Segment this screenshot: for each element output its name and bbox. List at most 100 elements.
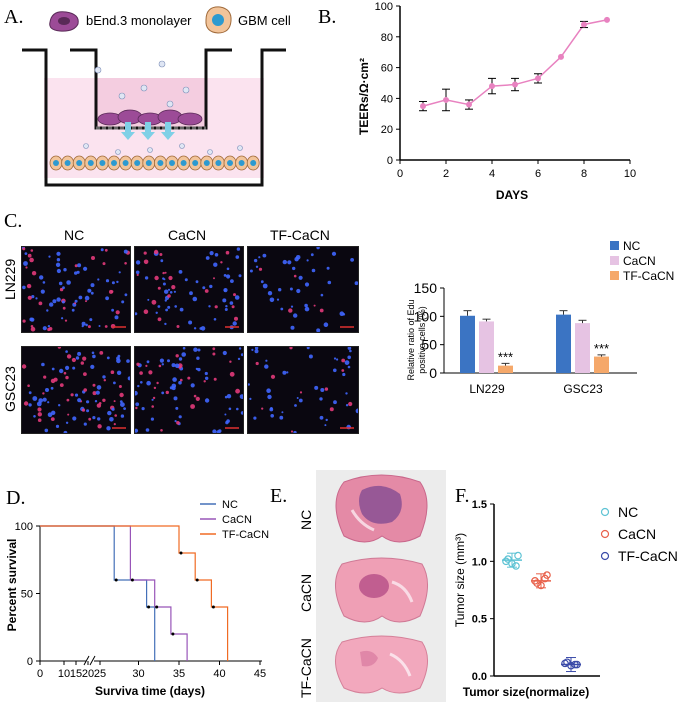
nucleus-dot (347, 347, 352, 350)
nucleus-dot (290, 325, 295, 330)
edu-positive-cell (92, 383, 96, 387)
micrograph-gsc23-tfcacn (247, 346, 359, 434)
gbm-nucleus (145, 160, 152, 166)
edu-category-label: GSC23 (563, 382, 603, 396)
nucleus-dot (72, 416, 77, 421)
nucleus-dot (77, 398, 82, 403)
gbm-nucleus (203, 160, 210, 166)
teer-xtick-label: 4 (489, 168, 495, 180)
edu-positive-cell (102, 398, 106, 402)
nucleus-dot (175, 406, 179, 410)
edu-positive-cell (233, 293, 236, 297)
nucleus-dot (293, 430, 297, 433)
nucleus-dot (286, 371, 289, 374)
edu-ytick-label: 100 (414, 308, 438, 324)
nucleus-dot (145, 428, 150, 432)
edu-positive-cell (151, 405, 154, 408)
brain-section-nc (316, 470, 446, 552)
nucleus-dot (22, 285, 26, 290)
migration-arrows (121, 122, 175, 140)
edu-legend-label: CaCN (623, 254, 656, 268)
nucleus-dot (120, 402, 125, 407)
nucleus-dot (105, 296, 109, 301)
nucleus-dot (165, 308, 168, 312)
nucleus-dot (40, 289, 45, 294)
well-wall (22, 48, 286, 187)
tumor-point (533, 579, 541, 587)
edu-positive-cell (70, 393, 74, 397)
tumor-point (512, 562, 520, 570)
edu-positive-cell (23, 401, 29, 406)
nucleus-dot (262, 283, 268, 289)
nucleus-dot (178, 380, 182, 385)
nucleus-dot (28, 391, 32, 395)
edu-positive-cell (176, 325, 180, 328)
nucleus-dot (49, 302, 54, 307)
nucleus-dot (209, 251, 214, 256)
nucleus-dot (83, 266, 88, 271)
nucleus-dot (89, 318, 93, 322)
tumor-legend-marker (600, 551, 610, 561)
edu-positive-cell (160, 429, 163, 432)
tumor-ytick-label: 0.0 (472, 671, 487, 683)
nucleus-dot (111, 308, 114, 312)
nucleus-dot (298, 398, 303, 403)
edu-positive-cell (156, 381, 159, 385)
nucleus-dot (86, 400, 90, 404)
tumor-ytick-label: 1.5 (472, 499, 487, 511)
gbm-nucleus (87, 160, 94, 166)
nucleus-dot (74, 271, 78, 275)
nucleus-dot (278, 288, 282, 292)
nucleus-dot (23, 261, 28, 266)
tumor-legend-marker (600, 507, 610, 517)
edu-positive-cell (190, 404, 195, 409)
tumor-point (541, 574, 549, 583)
edu-positive-cell (341, 369, 345, 372)
nucleus-dot (141, 407, 145, 411)
censor-mark (155, 605, 159, 609)
tumor-legend-marker (600, 529, 610, 539)
nucleus-dot (105, 279, 110, 283)
nucleus-dot (150, 417, 154, 421)
nucleus-dot (199, 327, 203, 330)
nucleus-dot (189, 291, 193, 296)
censor-mark (179, 551, 183, 555)
nucleus-dot (178, 270, 183, 274)
gbm-nucleus (122, 160, 129, 166)
nucleus-dot (123, 249, 128, 254)
teer-point (420, 103, 426, 110)
tumor-point (514, 551, 522, 560)
nucleus-dot (333, 400, 337, 405)
edu-positive-cell (62, 306, 66, 310)
nucleus-dot (316, 247, 320, 250)
nucleus-dot (51, 367, 55, 371)
edu-positive-cell (57, 347, 62, 349)
nucleus-dot (140, 381, 143, 384)
nucleus-dot (42, 397, 47, 402)
nucleus-dot (32, 396, 38, 401)
edu-positive-cell (109, 289, 113, 294)
nucleus-dot (135, 270, 140, 275)
nucleus-dot (213, 318, 217, 321)
nucleus-dot (167, 288, 171, 291)
nucleus-dot (95, 390, 100, 395)
nucleus-dot (240, 411, 243, 415)
nucleus-dot (56, 297, 61, 302)
nucleus-dot (81, 321, 86, 326)
nucleus-dot (102, 375, 106, 379)
edu-positive-cell (193, 394, 197, 398)
edu-positive-cell (139, 371, 143, 375)
nucleus-dot (235, 255, 240, 259)
edu-positive-cell (110, 370, 115, 374)
nucleus-dot (289, 287, 293, 291)
nucleus-dot (75, 356, 80, 360)
nucleus-dot (50, 386, 54, 390)
nucleus-dot (269, 297, 275, 303)
nucleus-dot (161, 363, 164, 366)
survival-legend-label: CaCN (222, 514, 252, 526)
nucleus-dot (222, 350, 227, 356)
micrograph-gsc23-cacn (134, 346, 244, 434)
nucleus-dot (63, 430, 68, 433)
edu-positive-cell (153, 249, 159, 255)
edu-positive-cell (229, 360, 232, 363)
